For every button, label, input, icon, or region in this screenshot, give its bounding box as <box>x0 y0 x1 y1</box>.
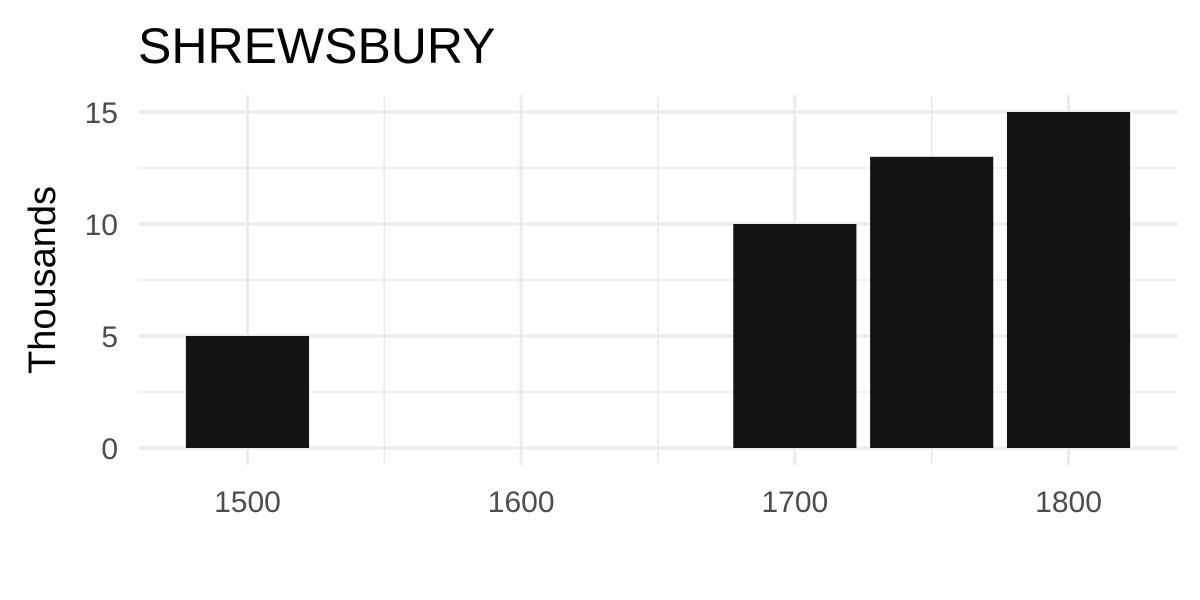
bar-1800 <box>1006 112 1131 448</box>
bar-1500 <box>185 336 310 448</box>
x-tick-label: 1800 <box>1035 486 1102 519</box>
chart-title: SHREWSBURY <box>138 18 495 74</box>
x-tick-label: 1500 <box>214 486 281 519</box>
bars <box>185 112 1131 449</box>
bar-1700 <box>733 224 857 448</box>
y-tick-label: 10 <box>85 209 118 242</box>
y-axis-label: Thousands <box>22 186 64 374</box>
y-tick-label: 0 <box>101 433 118 466</box>
y-tick-label: 15 <box>85 97 118 130</box>
x-tick-label: 1600 <box>488 486 555 519</box>
y-tick-label: 5 <box>101 321 118 354</box>
x-tick-label: 1700 <box>761 486 828 519</box>
y-tick-labels: 0 5 10 15 <box>85 97 118 466</box>
bar-1750 <box>870 156 994 449</box>
x-tick-labels: 1500 1600 1700 1800 <box>214 486 1102 519</box>
